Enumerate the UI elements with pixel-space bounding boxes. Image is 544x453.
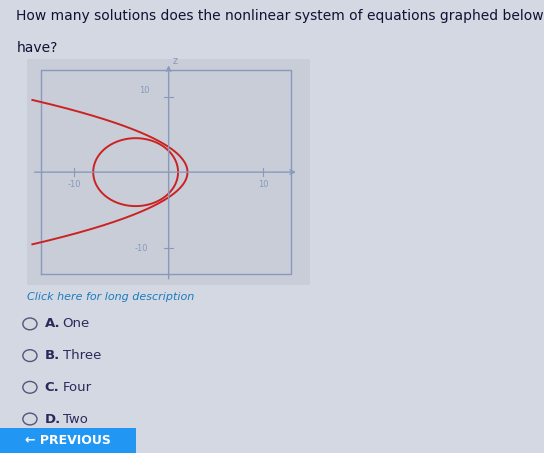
Text: Two: Two bbox=[63, 413, 88, 425]
Text: How many solutions does the nonlinear system of equations graphed below: How many solutions does the nonlinear sy… bbox=[16, 9, 544, 23]
Text: B.: B. bbox=[45, 349, 60, 362]
Text: Four: Four bbox=[63, 381, 92, 394]
Text: Three: Three bbox=[63, 349, 101, 362]
Text: z: z bbox=[172, 57, 177, 67]
Text: -10: -10 bbox=[67, 180, 81, 189]
Text: D.: D. bbox=[45, 413, 61, 425]
Text: 10: 10 bbox=[139, 86, 150, 95]
Text: Click here for long description: Click here for long description bbox=[27, 292, 194, 302]
Text: A.: A. bbox=[45, 318, 60, 330]
Text: 10: 10 bbox=[258, 180, 268, 189]
Text: ← PREVIOUS: ← PREVIOUS bbox=[25, 434, 111, 447]
Text: have?: have? bbox=[16, 41, 58, 55]
Text: C.: C. bbox=[45, 381, 59, 394]
Text: One: One bbox=[63, 318, 90, 330]
Text: -10: -10 bbox=[134, 245, 148, 253]
